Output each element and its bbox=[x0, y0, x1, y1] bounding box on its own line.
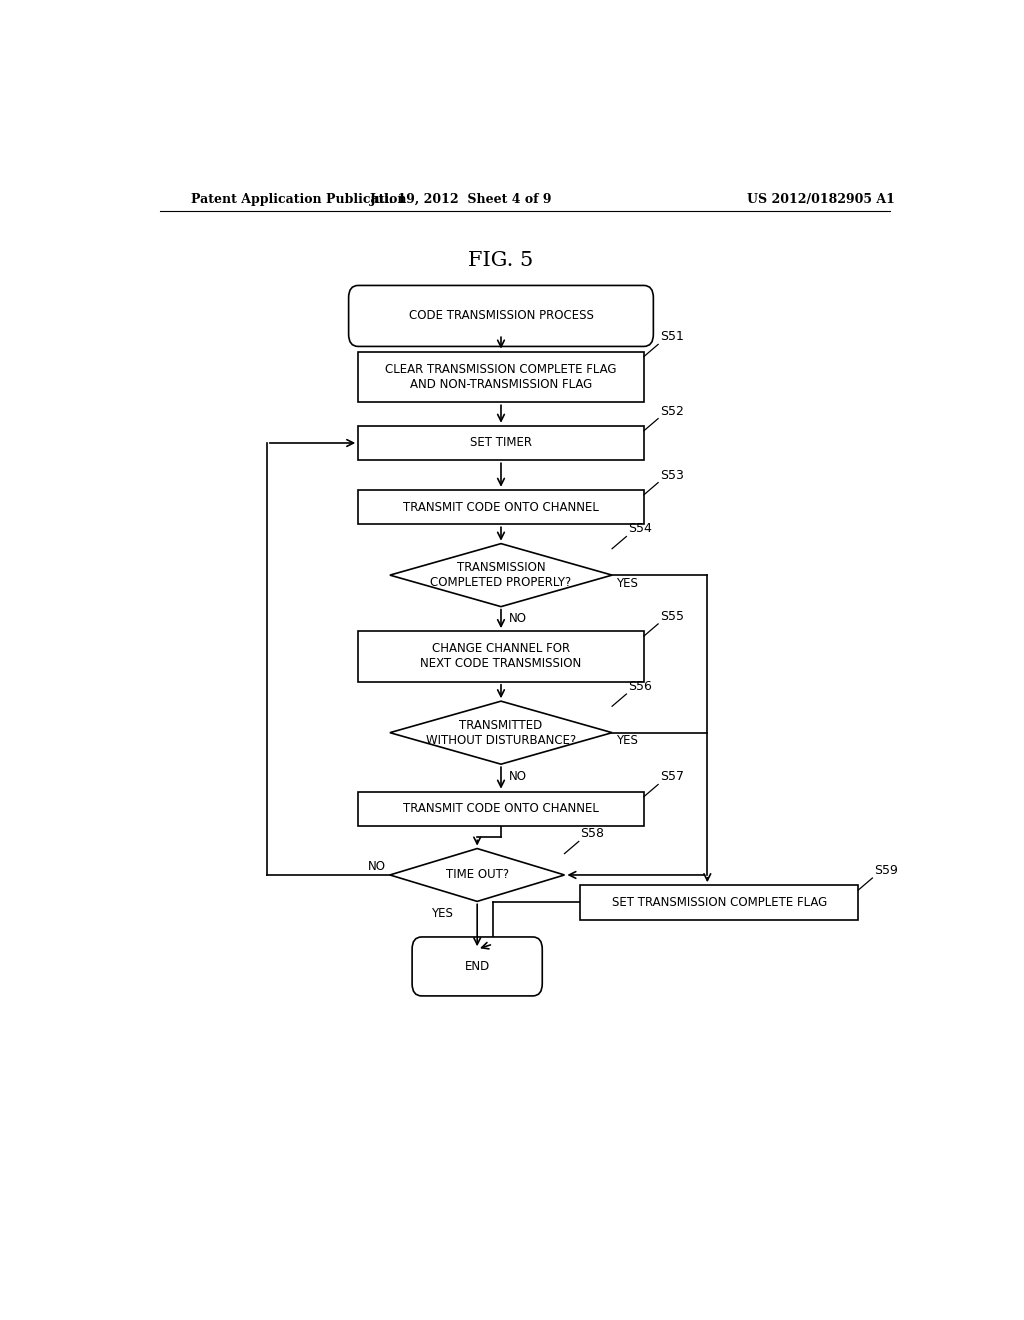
Text: TRANSMISSION
COMPLETED PROPERLY?: TRANSMISSION COMPLETED PROPERLY? bbox=[430, 561, 571, 589]
Text: S56: S56 bbox=[628, 680, 652, 693]
Text: S52: S52 bbox=[659, 405, 684, 417]
Text: S57: S57 bbox=[659, 771, 684, 784]
Bar bbox=[358, 351, 644, 403]
Text: SET TRANSMISSION COMPLETE FLAG: SET TRANSMISSION COMPLETE FLAG bbox=[611, 896, 826, 909]
FancyBboxPatch shape bbox=[348, 285, 653, 346]
Text: SET TIMER: SET TIMER bbox=[470, 437, 532, 450]
Polygon shape bbox=[390, 849, 564, 902]
Text: CHANGE CHANNEL FOR
NEXT CODE TRANSMISSION: CHANGE CHANNEL FOR NEXT CODE TRANSMISSIO… bbox=[421, 643, 582, 671]
Text: Patent Application Publication: Patent Application Publication bbox=[191, 193, 407, 206]
Text: S55: S55 bbox=[659, 610, 684, 623]
Text: S54: S54 bbox=[628, 523, 652, 536]
Text: YES: YES bbox=[431, 907, 453, 920]
Text: CLEAR TRANSMISSION COMPLETE FLAG
AND NON-TRANSMISSION FLAG: CLEAR TRANSMISSION COMPLETE FLAG AND NON… bbox=[385, 363, 616, 391]
Text: YES: YES bbox=[616, 577, 638, 590]
Bar bbox=[358, 426, 644, 461]
Polygon shape bbox=[390, 544, 612, 607]
Text: NO: NO bbox=[509, 770, 527, 783]
Text: S59: S59 bbox=[873, 865, 898, 876]
Bar bbox=[358, 631, 644, 682]
Text: NO: NO bbox=[368, 861, 386, 874]
Bar bbox=[358, 792, 644, 826]
Text: NO: NO bbox=[509, 612, 527, 626]
Polygon shape bbox=[390, 701, 612, 764]
Text: CODE TRANSMISSION PROCESS: CODE TRANSMISSION PROCESS bbox=[409, 309, 594, 322]
Text: S58: S58 bbox=[581, 828, 604, 841]
Bar bbox=[358, 490, 644, 524]
Text: TIME OUT?: TIME OUT? bbox=[445, 869, 509, 882]
Text: TRANSMITTED
WITHOUT DISTURBANCE?: TRANSMITTED WITHOUT DISTURBANCE? bbox=[426, 718, 577, 747]
Text: END: END bbox=[465, 960, 489, 973]
Bar bbox=[581, 886, 858, 920]
Text: TRANSMIT CODE ONTO CHANNEL: TRANSMIT CODE ONTO CHANNEL bbox=[403, 803, 599, 816]
FancyBboxPatch shape bbox=[412, 937, 543, 995]
Text: S53: S53 bbox=[659, 469, 684, 482]
Text: US 2012/0182905 A1: US 2012/0182905 A1 bbox=[748, 193, 895, 206]
Text: TRANSMIT CODE ONTO CHANNEL: TRANSMIT CODE ONTO CHANNEL bbox=[403, 500, 599, 513]
Text: YES: YES bbox=[616, 734, 638, 747]
Text: FIG. 5: FIG. 5 bbox=[468, 251, 534, 269]
Text: Jul. 19, 2012  Sheet 4 of 9: Jul. 19, 2012 Sheet 4 of 9 bbox=[370, 193, 553, 206]
Text: S51: S51 bbox=[659, 330, 684, 343]
